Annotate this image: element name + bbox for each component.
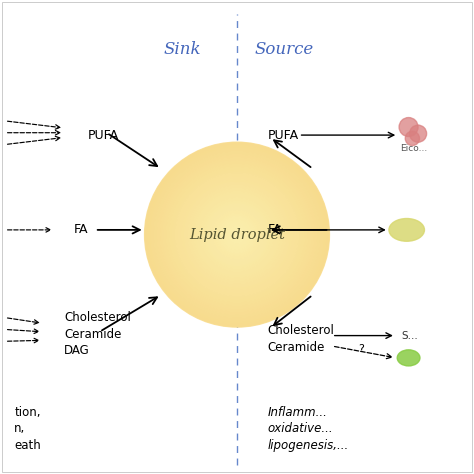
Circle shape [188, 185, 286, 284]
Circle shape [194, 191, 280, 278]
Circle shape [151, 148, 323, 321]
Circle shape [182, 179, 292, 290]
Circle shape [399, 118, 418, 137]
Circle shape [210, 207, 264, 263]
Circle shape [200, 198, 274, 272]
Circle shape [148, 146, 326, 324]
Text: FA: FA [268, 223, 283, 237]
Text: Cholesterol
Ceramide
DAG: Cholesterol Ceramide DAG [64, 311, 131, 357]
Text: Sink: Sink [164, 41, 201, 58]
Circle shape [221, 219, 252, 250]
Circle shape [215, 213, 259, 256]
Circle shape [203, 201, 271, 268]
Circle shape [166, 164, 308, 306]
Circle shape [225, 222, 249, 247]
Circle shape [197, 195, 277, 275]
Text: Eico...: Eico... [400, 144, 427, 153]
Circle shape [405, 131, 419, 146]
Text: S...: S... [401, 330, 418, 341]
Circle shape [219, 216, 255, 253]
Circle shape [234, 232, 240, 238]
Circle shape [160, 158, 314, 312]
Circle shape [169, 167, 305, 302]
Circle shape [178, 176, 296, 293]
Circle shape [145, 142, 329, 327]
Circle shape [228, 226, 246, 244]
Text: ?: ? [358, 344, 364, 354]
Circle shape [145, 142, 329, 327]
Text: FA: FA [73, 223, 88, 237]
Text: Lipid droplet: Lipid droplet [189, 228, 285, 242]
Text: PUFA: PUFA [88, 128, 119, 142]
Circle shape [175, 173, 299, 296]
Ellipse shape [389, 219, 425, 241]
Circle shape [184, 182, 289, 287]
Circle shape [157, 155, 317, 315]
Text: Source: Source [255, 41, 314, 58]
Ellipse shape [397, 350, 420, 366]
Circle shape [212, 210, 262, 259]
Text: Cholesterol
Ceramide: Cholesterol Ceramide [268, 324, 335, 354]
Circle shape [154, 152, 320, 318]
Circle shape [231, 228, 243, 241]
Text: Inflamm...
oxidative...
lipogenesis,...: Inflamm... oxidative... lipogenesis,... [268, 406, 349, 452]
Circle shape [163, 161, 311, 309]
Text: PUFA: PUFA [268, 128, 299, 142]
Circle shape [173, 170, 301, 300]
Circle shape [206, 204, 268, 265]
Circle shape [191, 188, 283, 281]
Circle shape [410, 125, 427, 142]
Text: tion,
n,
eath: tion, n, eath [14, 406, 41, 452]
